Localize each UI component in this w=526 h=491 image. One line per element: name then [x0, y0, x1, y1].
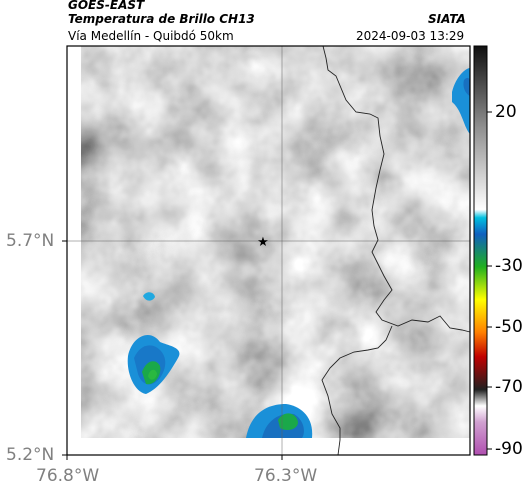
cold-cloud-cell — [127, 334, 180, 394]
cold-cloud-cell — [143, 292, 155, 301]
colorbar-tick-label: -50 — [495, 317, 523, 337]
colorbar-tick-label: -70 — [495, 377, 523, 397]
source-title: SIATA — [428, 12, 466, 26]
cold-cloud-cell — [452, 68, 470, 134]
department-boundary — [322, 45, 471, 333]
lat-tick-label: 5.2°N — [6, 445, 55, 465]
colorbar-tick-label: -30 — [495, 256, 523, 276]
colorbar-tick-label: 20 — [495, 102, 517, 122]
department-boundary — [321, 325, 393, 456]
star-icon: ★ — [257, 235, 269, 250]
map-border — [66, 45, 471, 456]
route-subtitle: Vía Medellín - Quibdó 50km — [68, 29, 234, 43]
timestamp: 2024-09-03 13:29 — [356, 29, 465, 43]
lat-tick-label: 5.7°N — [6, 231, 55, 251]
channel-title: Temperatura de Brillo CH13 — [68, 12, 255, 26]
cold-cloud-cell — [246, 404, 313, 438]
colorbar-tick-label: -90 — [495, 439, 523, 459]
product-title: GOES-EAST — [68, 0, 145, 12]
lon-tick-label: 76.3°W — [254, 466, 318, 486]
lon-tick-label: 76.8°W — [36, 466, 100, 486]
colorbar — [473, 45, 488, 456]
